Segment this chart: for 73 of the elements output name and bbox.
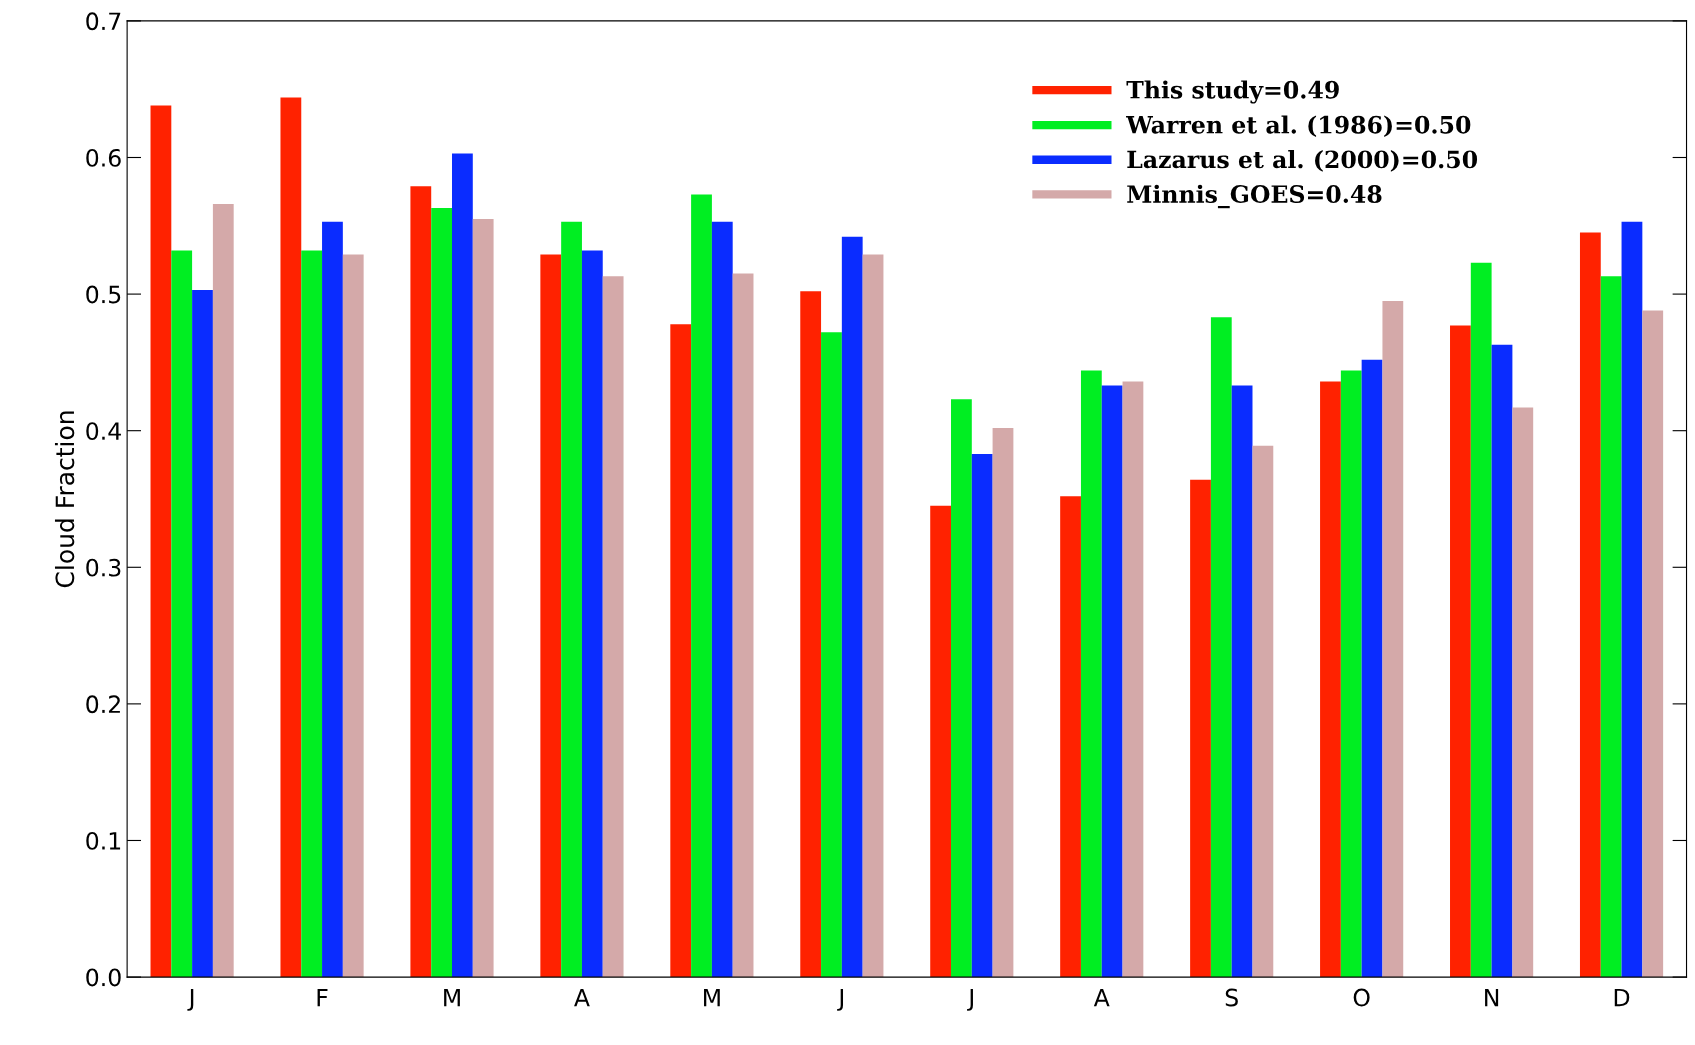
bar xyxy=(171,250,193,978)
legend-label: Minnis_GOES=0.48 xyxy=(1127,184,1382,209)
y-tick-label: 0.7 xyxy=(86,12,121,31)
y-tick-label: 0.1 xyxy=(86,831,121,850)
bar xyxy=(1450,325,1471,978)
x-tick-label: A xyxy=(574,988,590,1007)
bar xyxy=(1470,262,1492,978)
x-tick-label: O xyxy=(1353,988,1370,1007)
bar xyxy=(581,250,603,978)
bar xyxy=(212,203,234,978)
bar xyxy=(322,221,343,978)
bar xyxy=(992,427,1014,978)
x-tick-label: J xyxy=(187,988,194,1011)
bar xyxy=(1190,479,1211,978)
x-tick-label: F xyxy=(317,988,328,1007)
x-tick-label: M xyxy=(444,988,460,1007)
bar xyxy=(150,105,172,978)
bar xyxy=(1101,385,1123,978)
bar xyxy=(280,97,302,978)
bar xyxy=(301,250,323,978)
x-tick-label: N xyxy=(1485,988,1499,1007)
y-tick-label: 0.5 xyxy=(86,285,121,304)
bar xyxy=(1600,276,1622,978)
bar xyxy=(1252,445,1274,978)
x-tick-label: J xyxy=(967,988,973,1011)
bar xyxy=(561,221,582,978)
bar xyxy=(1122,381,1144,978)
bar xyxy=(602,276,624,978)
bar xyxy=(431,208,452,978)
bar xyxy=(691,194,712,978)
bar xyxy=(841,236,863,978)
bar xyxy=(1382,300,1404,978)
bar xyxy=(1579,232,1601,978)
bar xyxy=(1060,496,1081,978)
x-tick-label: A xyxy=(1093,988,1110,1007)
bar xyxy=(971,453,993,978)
bar xyxy=(951,399,972,978)
bar xyxy=(732,273,754,978)
bar xyxy=(1642,310,1664,978)
y-axis-title: Cloud Fraction xyxy=(54,411,75,588)
y-tick-label: 0.4 xyxy=(86,422,121,440)
bar xyxy=(1210,317,1232,978)
bar xyxy=(1491,344,1513,978)
y-tick-label: 0.0 xyxy=(86,968,121,987)
bar xyxy=(711,221,733,978)
x-tick-label: S xyxy=(1225,988,1238,1007)
bar xyxy=(1340,370,1362,978)
y-tick-label: 0.6 xyxy=(86,148,121,167)
x-tick-label: M xyxy=(704,988,720,1007)
y-tick-label: 0.3 xyxy=(86,558,121,577)
legend-label: This study=0.49 xyxy=(1126,80,1339,104)
legend-label: Lazarus et al. (2000)=0.50 xyxy=(1127,150,1478,172)
bar xyxy=(1231,385,1253,978)
bar xyxy=(1361,359,1383,978)
x-tick-label: J xyxy=(837,988,844,1011)
bar xyxy=(800,291,822,978)
bar xyxy=(472,218,494,978)
bar xyxy=(452,153,473,978)
bar xyxy=(410,186,432,978)
bar xyxy=(342,254,364,978)
legend-label: Warren et al. (1986)=0.50 xyxy=(1126,115,1471,138)
bar xyxy=(670,324,692,978)
bar xyxy=(1320,381,1341,978)
bar xyxy=(540,254,562,978)
bar xyxy=(821,332,842,978)
bar xyxy=(862,254,884,978)
y-tick-label: 0.2 xyxy=(86,695,120,714)
x-tick-label: D xyxy=(1614,988,1630,1007)
bar xyxy=(192,289,213,978)
bar xyxy=(930,505,952,978)
bar xyxy=(1080,370,1102,978)
bar xyxy=(1621,221,1643,978)
bar xyxy=(1512,407,1534,978)
